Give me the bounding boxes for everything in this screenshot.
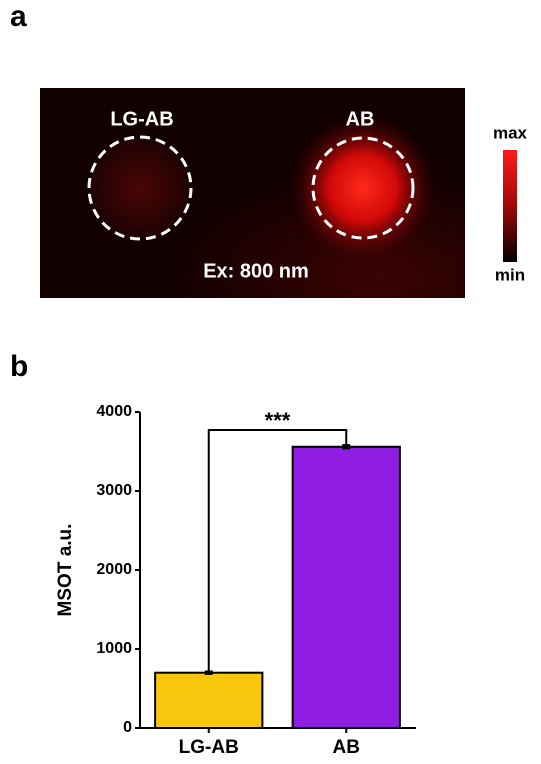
- significance-bracket: [207, 429, 348, 672]
- image-spot: [288, 113, 438, 263]
- y-tick-label: 1000: [96, 640, 132, 657]
- x-tick-label: AB: [333, 737, 360, 758]
- y-tick-label: 3000: [96, 482, 132, 499]
- image-label: AB: [346, 108, 375, 130]
- y-tick-label: 0: [123, 719, 132, 736]
- y-tick-label: 2000: [96, 561, 132, 578]
- x-tick-label: LG-AB: [179, 737, 239, 758]
- panel-label: b: [10, 350, 28, 383]
- y-axis-label: MSOT a.u.: [55, 524, 76, 617]
- y-tick-label: 4000: [96, 403, 132, 420]
- image-caption: Ex: 800 nm: [203, 260, 309, 282]
- image-label: LG-AB: [110, 108, 173, 130]
- roi-circle: [311, 136, 415, 240]
- bar: [291, 445, 401, 729]
- panel-label: a: [10, 0, 27, 33]
- colorbar-label: max: [493, 123, 528, 142]
- roi-circle: [87, 135, 193, 241]
- bar: [154, 671, 264, 730]
- colorbar: [503, 150, 517, 262]
- significance-label: ***: [265, 408, 291, 433]
- image-spot: [90, 138, 190, 238]
- colorbar-label: min: [495, 265, 525, 284]
